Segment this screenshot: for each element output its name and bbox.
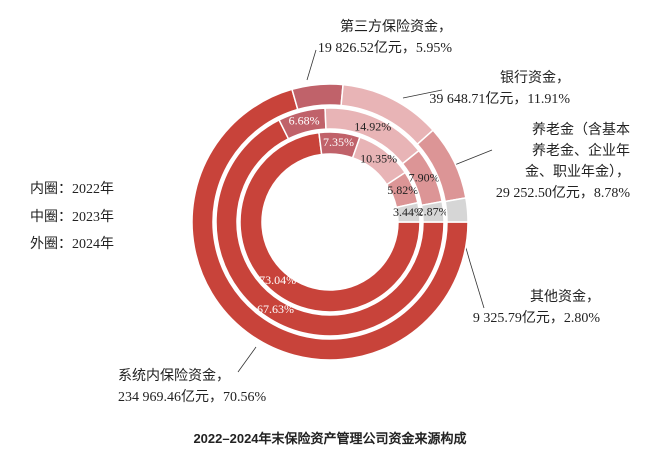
segment-label: 3.44% [393,205,424,219]
callout: 银行资金， 39 648.71亿元，11.91% [429,68,570,110]
segment-label: 67.63% [257,302,294,316]
callout-name: 养老金（含基本 养老金、企业年 金、职业年金）， [525,123,630,180]
legend-entry: 外圈：2024年 [30,237,114,252]
segment-label: 7.90% [409,171,440,185]
callout-value: 39 648.71亿元，11.91% [429,92,570,107]
donut-segment [395,201,421,223]
callout-name: 第三方保险资金， [340,20,452,35]
callout-line [451,149,493,167]
callout-line [402,89,443,99]
callout: 养老金（含基本 养老金、企业年 金、职业年金）， 29 252.50亿元，8.78… [496,120,630,204]
callout: 其他资金， 9 325.79亿元，2.80% [473,287,600,329]
segment-label: 14.92% [354,119,391,133]
donut-segment [444,196,469,223]
callout-value: 234 969.46亿元，70.56% [118,390,267,405]
donut-segment [420,200,445,223]
segment-label: 5.82% [387,183,418,197]
callout-line [306,49,317,81]
callout-name: 银行资金， [500,71,570,86]
chart-title: 2022–2024年末保险资产管理公司资金来源构成 [193,431,467,446]
callout-name: 其他资金， [530,290,600,305]
donut-segment [191,88,469,361]
segment-label: 73.04% [259,273,296,287]
donut-segment [291,83,344,111]
donut-segment [239,131,421,313]
callout-name: 系统内保险资金， [118,369,230,384]
callout: 系统内保险资金， 234 969.46亿元，70.56% [118,366,266,408]
segment-label: 2.87% [418,204,449,218]
callout-value: 29 252.50亿元，8.78% [495,186,630,201]
callout-value: 9 325.79亿元，2.80% [472,311,600,326]
legend-entry: 中圈：2023年 [30,209,114,225]
segment-label: 6.68% [289,114,320,128]
callout: 第三方保险资金， 19 826.52亿元，5.95% [318,17,452,59]
callout-line [237,346,257,373]
segment-label: 10.35% [360,152,397,166]
donut-segment [215,118,445,337]
legend-entry: 内圈：2022年 [30,182,114,197]
segment-label: 7.35% [323,135,354,149]
callout-value: 19 826.52亿元，5.95% [317,41,452,56]
